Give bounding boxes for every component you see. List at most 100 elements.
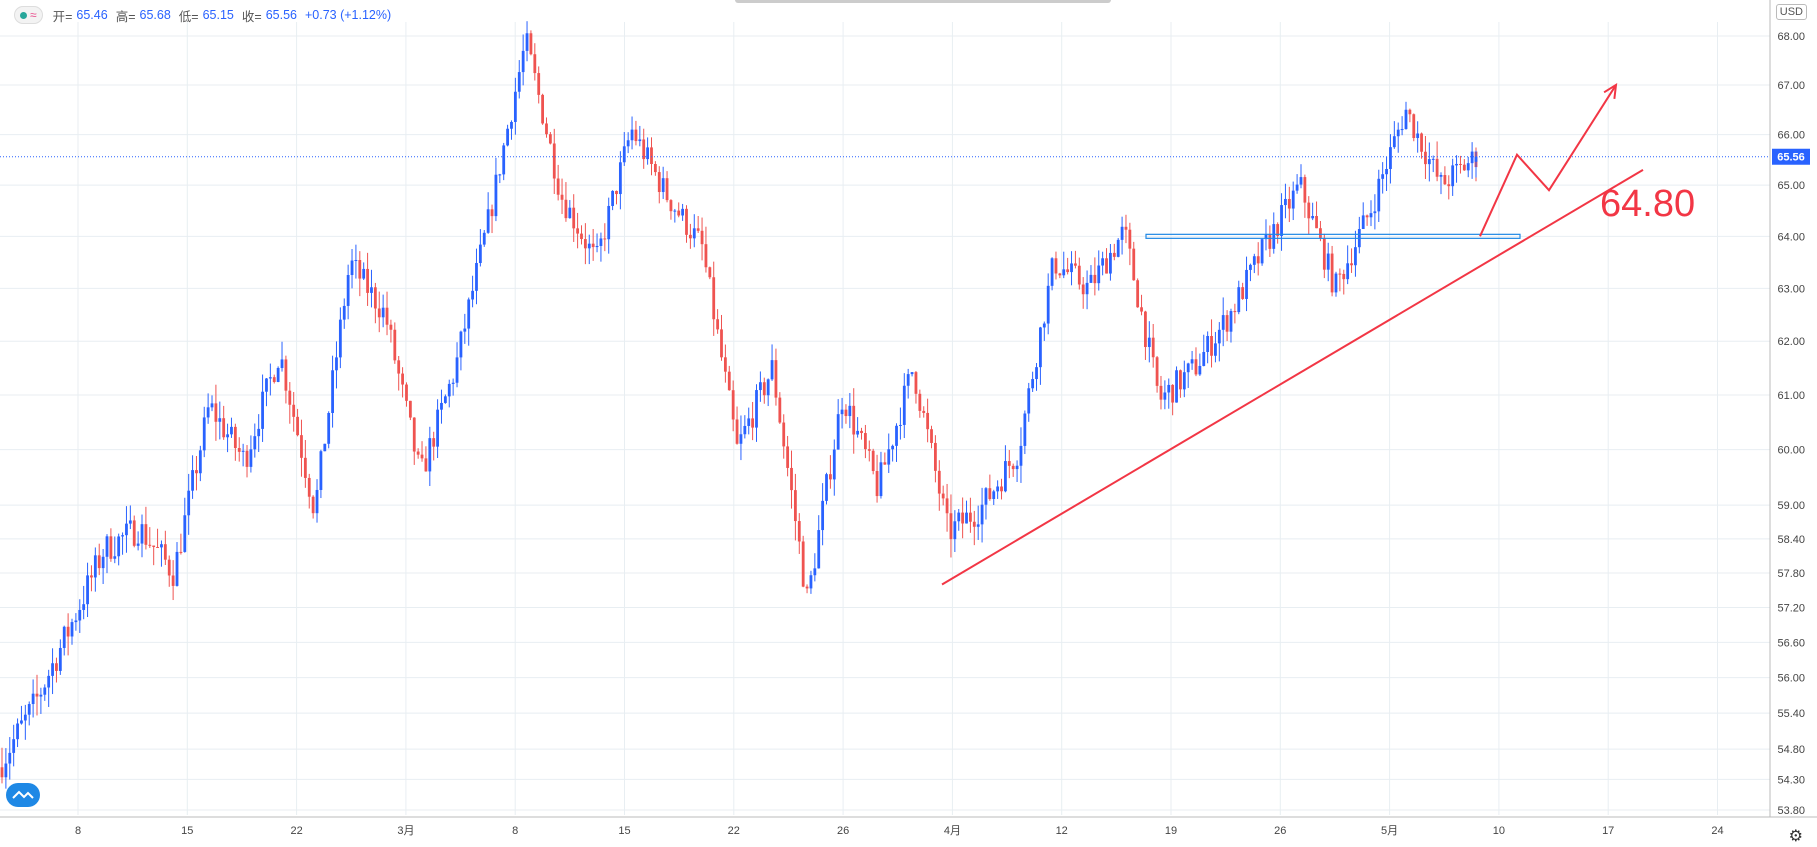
candle-body bbox=[1120, 226, 1124, 240]
logo-icon[interactable] bbox=[6, 783, 40, 807]
candle-body bbox=[97, 555, 101, 569]
candle-body bbox=[1214, 343, 1217, 356]
candle-body bbox=[739, 434, 743, 444]
candle-body bbox=[580, 233, 583, 240]
candle-body bbox=[1435, 158, 1439, 177]
candle-body bbox=[346, 275, 350, 306]
candle-body bbox=[1124, 226, 1128, 230]
high-label: 高= bbox=[115, 9, 136, 24]
candle-body bbox=[121, 535, 124, 537]
candle-body bbox=[475, 262, 478, 291]
candle-body bbox=[486, 209, 490, 233]
candle-body bbox=[583, 239, 587, 249]
y-tick-label: 58.40 bbox=[1777, 534, 1805, 546]
candle-body bbox=[195, 470, 198, 474]
candle-body bbox=[980, 504, 984, 525]
candle-body bbox=[307, 477, 311, 497]
candle-body bbox=[887, 449, 891, 465]
candle-body bbox=[471, 290, 474, 300]
candle-body bbox=[1210, 335, 1213, 356]
candle-body bbox=[502, 145, 506, 175]
candle-body bbox=[261, 391, 264, 429]
gear-icon[interactable]: ⚙ bbox=[1788, 828, 1803, 845]
candle-body bbox=[723, 357, 727, 372]
candle-body bbox=[1062, 269, 1066, 276]
candle-body bbox=[447, 383, 451, 397]
candle-body bbox=[385, 307, 389, 325]
candle-body bbox=[1074, 263, 1077, 266]
candle-body bbox=[1182, 372, 1186, 390]
candle-body bbox=[233, 426, 237, 449]
candle-body bbox=[397, 360, 401, 374]
candle-body bbox=[350, 260, 354, 276]
candle-body bbox=[988, 488, 992, 500]
candle-body bbox=[790, 467, 793, 491]
candle-body bbox=[646, 147, 650, 160]
candle-body bbox=[521, 50, 525, 73]
candle-body bbox=[782, 422, 786, 447]
candle-body bbox=[1245, 269, 1248, 299]
candle-body bbox=[93, 555, 97, 578]
candle-body bbox=[1221, 315, 1225, 330]
currency-badge[interactable]: USD bbox=[1775, 4, 1807, 20]
candle-body bbox=[1431, 158, 1435, 160]
candle-body bbox=[1237, 287, 1241, 313]
y-tick-label: 61.00 bbox=[1777, 390, 1805, 402]
candle-body bbox=[922, 410, 926, 413]
candle-body bbox=[832, 449, 836, 480]
candle-body bbox=[840, 409, 844, 415]
candle-body bbox=[1027, 388, 1031, 414]
candle-body bbox=[171, 575, 175, 586]
candle-body bbox=[183, 515, 187, 552]
x-tick-label: 15 bbox=[618, 825, 630, 837]
candle-body bbox=[1268, 234, 1272, 249]
candle-body bbox=[370, 287, 373, 293]
candle-body bbox=[848, 405, 852, 417]
candle-body bbox=[117, 536, 121, 557]
candle-body bbox=[1217, 329, 1221, 344]
candle-body bbox=[1451, 165, 1455, 187]
candle-body bbox=[284, 359, 288, 391]
candle-body bbox=[615, 190, 618, 195]
candle-body bbox=[817, 530, 821, 569]
candle-body bbox=[1291, 190, 1295, 209]
candle-body bbox=[1264, 234, 1268, 240]
candle-body bbox=[401, 373, 404, 385]
arrow-head-icon bbox=[1603, 83, 1618, 99]
candle-body bbox=[650, 147, 653, 165]
candle-body bbox=[265, 378, 268, 392]
top-panel-handle[interactable] bbox=[735, 0, 1111, 3]
ohlc-legend: ≈ 开= 65.46 高= 65.68 低= 65.15 收= 65.56 +0.73 … bbox=[14, 6, 391, 24]
x-tick-label: 8 bbox=[512, 825, 518, 837]
candle-body bbox=[82, 604, 86, 610]
open-label: 开= bbox=[52, 9, 73, 24]
candle-body bbox=[638, 139, 642, 142]
candle-body bbox=[35, 693, 39, 697]
candle-body bbox=[766, 379, 770, 396]
candle-body bbox=[692, 228, 696, 239]
y-tick-label: 57.20 bbox=[1777, 603, 1805, 615]
candle-body bbox=[1089, 274, 1093, 283]
candle-body bbox=[1194, 359, 1198, 375]
candle-body bbox=[634, 129, 638, 142]
candle-body bbox=[280, 359, 284, 368]
candle-body bbox=[1085, 282, 1089, 295]
candle-body bbox=[1326, 253, 1330, 270]
candle-body bbox=[1404, 109, 1408, 130]
candle-body bbox=[813, 568, 817, 576]
candle-body bbox=[39, 694, 43, 697]
candle-body bbox=[1163, 392, 1167, 400]
candle-body bbox=[1385, 168, 1388, 175]
candle-body bbox=[276, 367, 280, 382]
series-toggle[interactable]: ≈ bbox=[14, 6, 43, 24]
candle-body bbox=[537, 73, 541, 95]
candle-body bbox=[856, 430, 860, 435]
candle-body bbox=[420, 454, 424, 459]
candle-body bbox=[611, 190, 615, 206]
candle-body bbox=[653, 164, 657, 173]
candle-body bbox=[416, 451, 420, 455]
candle-body bbox=[463, 328, 467, 332]
candle-body bbox=[1252, 256, 1256, 265]
y-tick-label: 56.60 bbox=[1777, 637, 1805, 649]
